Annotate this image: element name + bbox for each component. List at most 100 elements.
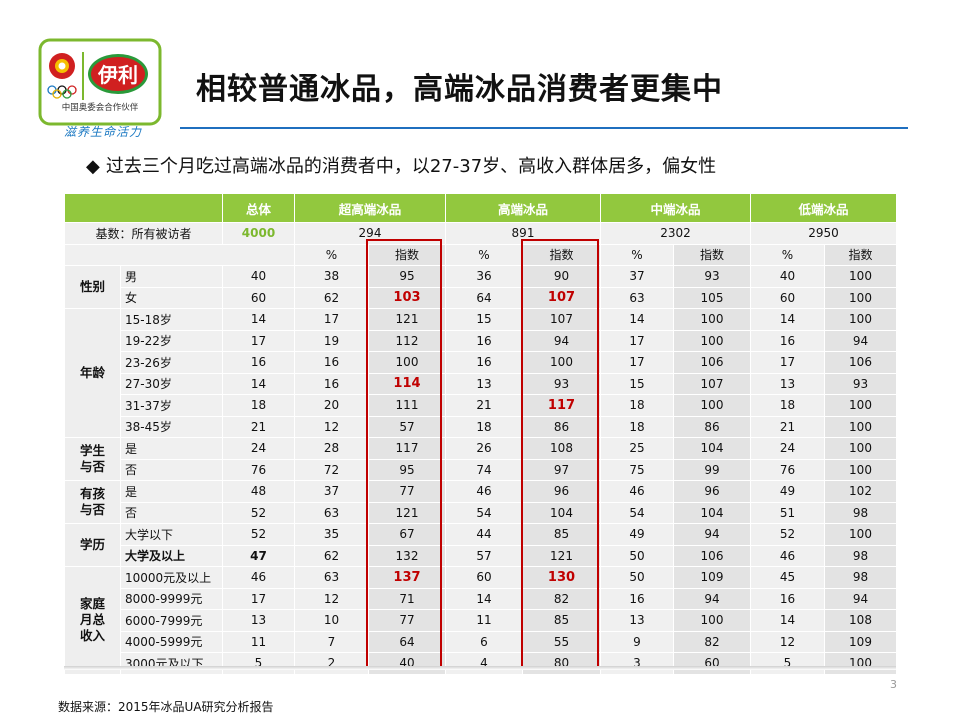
percent-cell: 46 (600, 480, 674, 503)
table-row: 否 52 63 121 54 104 54 104 51 98 (65, 501, 897, 524)
header-mid: 中端冰品 (600, 193, 751, 223)
col-label: 指数 (673, 243, 751, 266)
index-cell: 108 (522, 437, 601, 460)
percent-cell: 50 (600, 544, 674, 567)
table-row: 31-37岁 18 20 111 21 117 18 100 18 100 (65, 394, 897, 417)
percent-cell: 14 (750, 609, 825, 632)
total-cell: 21 (222, 415, 295, 438)
row-label: 否 (120, 458, 223, 481)
index-cell: 94 (824, 587, 897, 610)
key-finding-text: 过去三个月吃过高端冰品的消费者中，以27-37岁、高收入群体居多，偏女性 (105, 156, 717, 177)
index-cell: 96 (673, 480, 751, 503)
header-total: 总体 (222, 193, 295, 223)
total-cell: 52 (222, 501, 295, 524)
index-cell: 100 (824, 286, 897, 309)
percent-cell: 13 (750, 372, 825, 395)
percent-cell: 18 (750, 394, 825, 417)
percent-cell: 16 (445, 329, 523, 352)
percent-cell: 63 (294, 566, 369, 589)
index-cell: 102 (824, 480, 897, 503)
group-label: 家庭 月总 收入 (64, 566, 121, 675)
index-cell: 82 (673, 630, 751, 653)
table-row: 19-22岁 17 19 112 16 94 17 100 16 94 (65, 329, 897, 352)
table-row: 学生 与否是 24 28 117 26 108 25 104 24 100 (64, 437, 897, 481)
total-cell: 14 (222, 372, 295, 395)
svg-text:中国奥委会合作伙伴: 中国奥委会合作伙伴 (62, 102, 139, 113)
index-cell: 90 (522, 265, 601, 288)
row-label: 27-30岁 (120, 372, 223, 395)
index-cell: 96 (522, 480, 601, 503)
percent-cell: 6 (445, 630, 523, 653)
premium-index-highlight (521, 239, 599, 668)
index-cell: 100 (824, 265, 897, 288)
page-number: 3 (890, 678, 897, 691)
index-cell: 114 (368, 372, 446, 395)
index-cell: 55 (522, 630, 601, 653)
column-label-row: % 指数 % 指数 % 指数 % 指数 (64, 243, 897, 266)
percent-cell: 2 (294, 652, 369, 675)
percent-cell: 16 (750, 587, 825, 610)
index-cell: 104 (673, 437, 751, 460)
row-label: 10000元及以上 (120, 566, 223, 589)
index-cell: 98 (824, 501, 897, 524)
diamond-bullet-icon: ◆ (86, 156, 100, 177)
table-row: 年龄 15-18岁 14 17 121 15 107 14 100 14 100 (64, 308, 897, 438)
percent-cell: 17 (600, 329, 674, 352)
group-label: 学历 (64, 523, 121, 567)
group-label: 性别 (64, 265, 121, 309)
percent-cell: 51 (750, 501, 825, 524)
percent-cell: 17 (600, 351, 674, 374)
base-row: 基数：所有被访者 4000 294 891 2302 2950 (64, 222, 897, 245)
index-cell: 71 (368, 587, 446, 610)
index-cell: 64 (368, 630, 446, 653)
index-cell: 85 (522, 523, 601, 546)
percent-cell: 54 (600, 501, 674, 524)
index-cell: 109 (824, 630, 897, 653)
key-finding: ◆ 过去三个月吃过高端冰品的消费者中，以27-37岁、高收入群体居多，偏女性 (86, 152, 716, 178)
percent-cell: 15 (445, 308, 523, 331)
percent-cell: 40 (750, 265, 825, 288)
table-row: 4000-5999元 11 7 64 6 55 9 82 12 109 (65, 630, 897, 653)
header-super-premium: 超高端冰品 (294, 193, 446, 223)
data-table-wrapper: 总体 超高端冰品 高端冰品 中端冰品 低端冰品 基数：所有被访者 4000 29… (64, 193, 897, 675)
index-cell: 106 (673, 544, 751, 567)
percent-cell: 12 (750, 630, 825, 653)
col-label: % (294, 243, 369, 266)
percent-cell: 62 (294, 286, 369, 309)
percent-cell: 64 (445, 286, 523, 309)
total-cell: 46 (222, 566, 295, 589)
total-cell: 17 (222, 587, 295, 610)
percent-cell: 72 (294, 458, 369, 481)
percent-cell: 5 (750, 652, 825, 675)
total-cell: 60 (222, 286, 295, 309)
percent-cell: 37 (600, 265, 674, 288)
table-row: 否 76 72 95 74 97 75 99 76 100 (65, 458, 897, 481)
index-cell: 97 (522, 458, 601, 481)
index-cell: 100 (824, 394, 897, 417)
index-cell: 121 (368, 501, 446, 524)
table-row: 有孩 与否是 48 37 77 46 96 46 96 49 102 (64, 480, 897, 524)
percent-cell: 17 (750, 351, 825, 374)
total-cell: 13 (222, 609, 295, 632)
beijing-emblem-icon (49, 53, 75, 79)
index-cell: 94 (673, 587, 751, 610)
percent-cell: 19 (294, 329, 369, 352)
percent-cell: 54 (445, 501, 523, 524)
percent-cell: 63 (294, 501, 369, 524)
index-cell: 130 (522, 566, 601, 589)
row-label: 否 (120, 501, 223, 524)
page-title: 相较普通冰品，高端冰品消费者更集中 (196, 72, 723, 107)
index-cell: 100 (824, 652, 897, 675)
percent-cell: 49 (600, 523, 674, 546)
consumer-profile-table: 总体 超高端冰品 高端冰品 中端冰品 低端冰品 基数：所有被访者 4000 29… (64, 193, 897, 675)
percent-cell: 17 (294, 308, 369, 331)
percent-cell: 60 (445, 566, 523, 589)
percent-cell: 38 (294, 265, 369, 288)
table-row: 大学及以上 47 62 132 57 121 50 106 46 98 (65, 544, 897, 567)
table-row: 学历 大学以下 52 35 67 44 85 49 94 52 100 (64, 523, 897, 567)
percent-cell: 28 (294, 437, 369, 460)
percent-cell: 16 (294, 372, 369, 395)
row-label: 31-37岁 (120, 394, 223, 417)
total-cell: 24 (222, 437, 295, 460)
percent-cell: 62 (294, 544, 369, 567)
